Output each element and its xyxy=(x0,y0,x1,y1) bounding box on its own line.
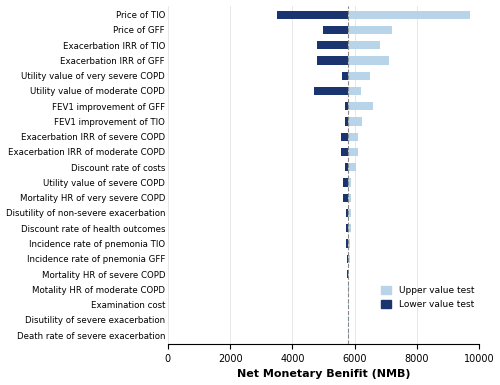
Bar xyxy=(343,178,348,187)
Bar xyxy=(346,163,348,171)
Bar xyxy=(348,26,392,34)
Bar xyxy=(348,224,350,233)
Bar xyxy=(348,148,358,156)
Bar xyxy=(348,270,349,278)
Bar xyxy=(348,178,352,187)
Bar xyxy=(346,224,348,233)
Bar xyxy=(343,194,348,202)
Bar xyxy=(348,239,350,248)
Bar xyxy=(348,194,351,202)
Bar xyxy=(348,163,356,171)
Bar xyxy=(318,56,348,65)
Bar xyxy=(348,41,380,49)
Bar xyxy=(348,10,470,19)
Bar xyxy=(346,254,348,263)
Bar xyxy=(346,239,348,248)
Bar xyxy=(348,87,361,95)
Bar xyxy=(346,117,348,126)
Bar xyxy=(348,102,374,110)
Bar xyxy=(348,56,389,65)
Bar xyxy=(348,254,350,263)
Bar xyxy=(348,132,358,141)
Bar xyxy=(340,132,348,141)
Bar xyxy=(314,87,348,95)
Bar xyxy=(324,26,348,34)
Bar xyxy=(277,10,348,19)
Bar xyxy=(318,41,348,49)
Bar xyxy=(348,209,352,217)
Bar xyxy=(342,72,348,80)
X-axis label: Net Monetary Benifit (NMB): Net Monetary Benifit (NMB) xyxy=(236,370,410,380)
Bar xyxy=(348,117,362,126)
Bar xyxy=(340,148,348,156)
Bar xyxy=(346,209,348,217)
Bar xyxy=(344,102,348,110)
Bar xyxy=(348,72,370,80)
Legend: Upper value test, Lower value test: Upper value test, Lower value test xyxy=(377,283,478,313)
